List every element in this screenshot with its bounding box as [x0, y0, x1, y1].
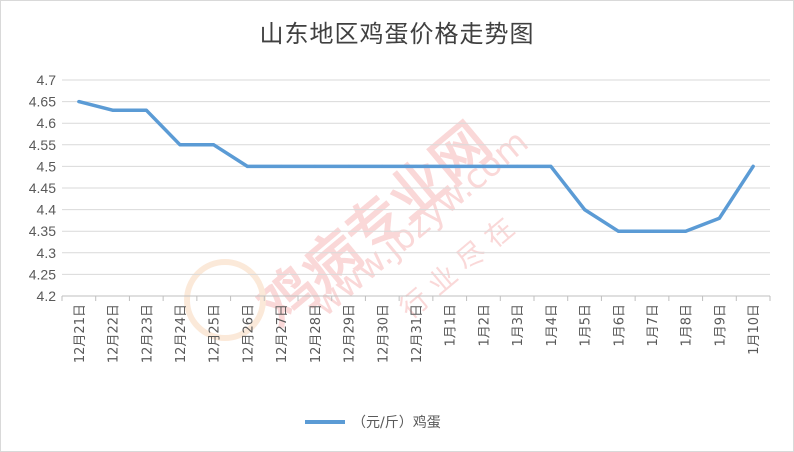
x-tick-label: 1月6日 [612, 304, 627, 347]
x-tick-label: 1月4日 [545, 304, 560, 347]
data-point [549, 164, 553, 168]
x-tick-label: 1月5日 [579, 304, 594, 347]
y-tick-label: 4.35 [29, 223, 56, 239]
x-tick-label: 1月1日 [444, 304, 459, 347]
series-layer [77, 99, 755, 233]
chart-title: 山东地区鸡蛋价格走势图 [259, 20, 535, 48]
x-tick-label: 12月31日 [410, 304, 425, 363]
data-point [245, 164, 249, 168]
data-point [380, 164, 384, 168]
data-point [313, 164, 317, 168]
x-tick-label: 12月29日 [343, 304, 358, 363]
x-tick-label: 1月2日 [477, 304, 492, 347]
y-tick-label: 4.6 [37, 115, 57, 131]
x-tick-label: 1月8日 [680, 304, 695, 347]
data-point [481, 164, 485, 168]
x-tick-label: 12月30日 [376, 304, 391, 363]
data-point [347, 164, 351, 168]
data-point [111, 108, 115, 112]
x-tick-label: 1月3日 [511, 304, 526, 347]
data-point [414, 164, 418, 168]
data-point [717, 216, 721, 220]
data-point [616, 229, 620, 233]
y-tick-label: 4.5 [37, 158, 57, 174]
x-tick-label: 12月21日 [73, 304, 88, 363]
data-point [144, 108, 148, 112]
data-point [751, 164, 755, 168]
x-tick-label: 12月23日 [140, 304, 155, 363]
y-tick-label: 4.45 [29, 180, 56, 196]
data-point [650, 229, 654, 233]
data-point [178, 143, 182, 147]
data-point [684, 229, 688, 233]
y-axis-ticks: 4.2 4.25 4.3 4.35 4.4 4.45 4.5 4.55 4.6 4.65 4.7 [29, 72, 56, 304]
y-tick-label: 4.4 [37, 202, 57, 218]
y-tick-label: 4.55 [29, 137, 56, 153]
data-point [279, 164, 283, 168]
y-tick-label: 4.25 [29, 266, 56, 282]
y-tick-label: 4.2 [37, 288, 57, 304]
x-tick-label: 12月22日 [107, 304, 122, 363]
data-point [77, 100, 81, 104]
x-axis [61, 295, 771, 301]
x-tick-label: 1月7日 [646, 304, 661, 347]
data-point [515, 164, 519, 168]
y-tick-label: 4.65 [29, 94, 56, 110]
x-tick-label: 12月26日 [241, 304, 256, 363]
x-tick-label: 12月24日 [174, 304, 189, 363]
x-tick-label: 12月28日 [309, 304, 324, 363]
x-tick-label: 1月10日 [747, 304, 762, 355]
legend: （元/斤）鸡蛋 [305, 414, 441, 431]
data-point [448, 164, 452, 168]
y-tick-label: 4.3 [37, 245, 57, 261]
y-tick-label: 4.7 [37, 72, 57, 88]
x-tick-label: 1月9日 [713, 304, 728, 347]
x-tick-label: 12月27日 [275, 304, 290, 363]
x-tick-label: 12月25日 [208, 304, 223, 363]
data-point [212, 143, 216, 147]
data-point [583, 208, 587, 212]
x-axis-ticks: 12月21日 12月22日 12月23日 12月24日 12月25日 12月26日 12月2… [73, 304, 762, 363]
watermark-logo [184, 259, 266, 341]
legend-label: （元/斤）鸡蛋 [352, 414, 441, 431]
